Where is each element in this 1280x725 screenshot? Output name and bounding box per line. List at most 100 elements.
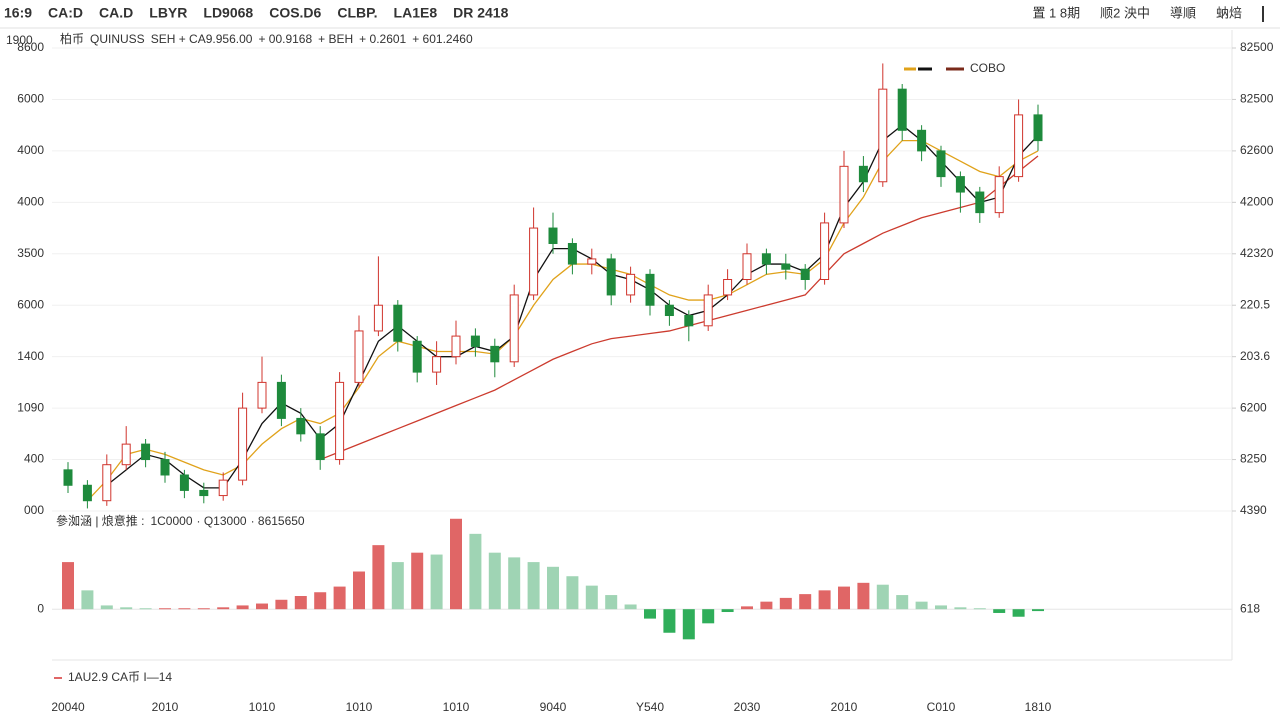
toolbar-item[interactable]: DR 2418 (453, 5, 508, 21)
candle-body (393, 304, 403, 342)
candle-body (63, 469, 73, 486)
candle-body (626, 273, 636, 296)
sub-bar (624, 604, 637, 610)
sub-bar (605, 595, 618, 610)
legend-item: + BEH (318, 32, 353, 46)
sub-bar (256, 603, 268, 610)
candle-body (335, 381, 345, 461)
toolbar-item[interactable]: LD9068 (203, 5, 253, 21)
toolbar-button[interactable]: 蚋焙 (1216, 5, 1242, 20)
candle-body (218, 479, 228, 497)
sub-bar (197, 608, 210, 610)
candle-body (529, 227, 539, 296)
sub-bar (799, 594, 812, 610)
candle-body (1033, 114, 1043, 142)
toolbar-item[interactable]: LA1E8 (394, 5, 438, 21)
candle-body (684, 315, 694, 327)
x-tick-label: C010 (927, 700, 956, 714)
candle-body (742, 253, 752, 281)
sub-bar (217, 607, 230, 610)
sub-bar (1012, 609, 1025, 617)
candle-body (645, 273, 655, 306)
candle-body (858, 165, 868, 183)
y-tick-label: 1090 (17, 400, 44, 414)
toolbar-item[interactable]: CA.D (99, 5, 133, 21)
x-tick-label: 1010 (346, 700, 373, 714)
candle-body (761, 253, 771, 265)
candle-body (470, 335, 480, 347)
legend-item: 柏币 (60, 31, 84, 46)
y-tick-label: 6000 (17, 297, 44, 311)
legend-label: COBO (970, 61, 1005, 75)
sub-bar (973, 608, 986, 610)
candle-body (82, 484, 92, 502)
candle-body (1014, 114, 1024, 178)
toolbar (0, 0, 1280, 28)
candle-body (257, 381, 267, 409)
sub-bar (915, 601, 928, 610)
sub-bar (391, 562, 404, 610)
candle-body (548, 227, 558, 244)
sub-bar (81, 590, 94, 610)
y2-tick-label: 42320 (1240, 246, 1274, 260)
toolbar-button[interactable]: 導順 (1170, 5, 1196, 20)
candle-body (878, 88, 888, 183)
sub-param: · Q13000 (197, 514, 247, 528)
candle-body (354, 330, 364, 383)
sub-bar (838, 586, 850, 610)
y-tick-label: 3500 (17, 246, 44, 260)
sub-bar (547, 566, 559, 610)
legend-item: SEH + CA9.956.00 (151, 32, 253, 46)
candle-body (917, 129, 927, 152)
y2-tick-label: 8250 (1240, 452, 1267, 466)
y-tick-label: 1400 (17, 349, 44, 363)
sub-param: · 8615650 (251, 514, 305, 528)
candle-body (994, 176, 1004, 214)
sub-bar (353, 571, 365, 610)
candle-body (955, 176, 965, 193)
sub-bar (779, 597, 792, 610)
legend-item: + 00.9168 (258, 32, 312, 46)
sub-bar (876, 584, 889, 610)
sub-bar (120, 607, 133, 610)
candle-body (781, 263, 791, 270)
candle-body (102, 464, 112, 502)
x-tick-label: 20040 (51, 700, 85, 714)
candle-body (490, 345, 500, 363)
sub-bar (935, 605, 947, 610)
toolbar-item[interactable]: COS.D6 (269, 5, 321, 21)
candle-body (160, 459, 170, 476)
y-tick-label: 6000 (17, 92, 44, 106)
toolbar-button[interactable]: 置 1 8期 (1032, 5, 1080, 20)
candle-body (839, 165, 849, 224)
toolbar-item[interactable]: 16:9 (4, 5, 32, 21)
sub-bar (411, 552, 424, 610)
candle-body (238, 407, 248, 481)
candle-body (199, 489, 209, 497)
candle-body (451, 335, 461, 358)
sub-bar (488, 552, 501, 610)
sub-bar (430, 554, 443, 610)
candle-body (606, 258, 616, 296)
y2-tick-label: 62600 (1240, 143, 1274, 157)
x-tick-label: Y540 (636, 700, 664, 714)
toolbar-item[interactable]: LBYR (149, 5, 187, 21)
toolbar-button[interactable]: 顺2 泱中 (1100, 5, 1150, 20)
bottom-legend: 1AU2.9 CA币 I—14 (68, 670, 172, 684)
sub-bar (993, 609, 1006, 613)
sub-title: 參洳涵 | 烺意推 : (56, 513, 144, 528)
y-tick-label: 4000 (17, 143, 44, 157)
sub-bar (954, 607, 967, 610)
y2-tick-label: 82500 (1240, 92, 1274, 106)
toolbar-item[interactable]: CLBP. (337, 5, 377, 21)
candle-body (296, 417, 306, 435)
legend-item: + 0.2601 (359, 32, 406, 46)
sub-bar (760, 601, 773, 610)
y-tick-label: 400 (24, 452, 44, 466)
x-tick-label: 1010 (249, 700, 276, 714)
candle-body (587, 258, 597, 265)
sub-param: 1C0000 (150, 514, 192, 528)
sub-bar (62, 562, 74, 610)
toolbar-item[interactable]: CA:D (48, 5, 83, 21)
